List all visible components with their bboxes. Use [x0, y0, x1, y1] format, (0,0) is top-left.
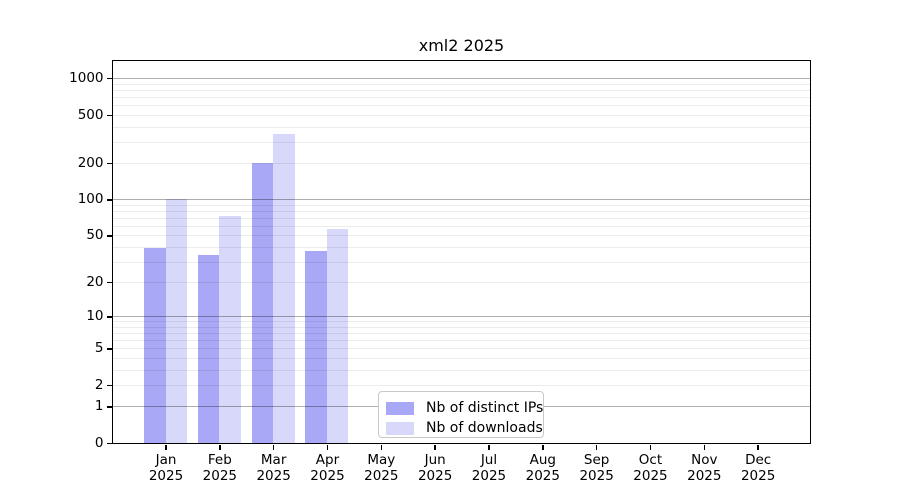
y-tick — [107, 199, 112, 201]
legend-swatch-distinct-ips — [386, 401, 414, 415]
y-gridline-minor — [113, 235, 810, 237]
x-tick-label: May 2025 — [364, 451, 399, 485]
y-gridline-minor — [113, 141, 810, 143]
y-tick — [107, 348, 112, 350]
y-tick — [107, 316, 112, 318]
y-gridline-minor — [113, 369, 810, 371]
bar-downloads — [273, 133, 295, 443]
legend-label-downloads: Nb of downloads — [426, 420, 543, 436]
y-tick-label: 100 — [77, 191, 104, 208]
bar-distinct-ips — [197, 255, 220, 443]
x-tick — [326, 445, 329, 450]
y-gridline-minor — [113, 90, 810, 92]
y-tick-label: 1 — [94, 398, 104, 415]
x-tick — [595, 445, 598, 450]
plot-area — [112, 59, 811, 444]
y-gridline-minor — [113, 114, 810, 116]
chart-title: xml2 2025 — [418, 36, 505, 55]
y-gridline-minor — [113, 204, 810, 206]
y-tick — [107, 162, 112, 165]
y-gridline-minor — [113, 333, 810, 335]
x-tick-label: Mar 2025 — [256, 451, 291, 485]
y-gridline-minor — [113, 225, 810, 227]
x-tick-label: Oct 2025 — [633, 451, 668, 485]
y-tick-label: 10 — [86, 308, 104, 325]
x-tick — [272, 445, 275, 450]
legend: Nb of distinct IPs Nb of downloads — [378, 391, 544, 438]
x-tick-label: Sep 2025 — [579, 451, 614, 485]
y-tick-label: 1000 — [69, 70, 104, 87]
y-gridline-minor — [113, 217, 810, 219]
y-gridline-minor — [113, 340, 810, 342]
y-gridline-minor — [113, 105, 810, 107]
bar-distinct-ips — [144, 248, 166, 443]
legend-label-distinct-ips: Nb of distinct IPs — [426, 400, 544, 416]
y-gridline-minor — [113, 358, 810, 360]
x-tick-label: Jan 2025 — [148, 451, 184, 485]
y-tick — [107, 235, 112, 237]
x-tick-label: Jul 2025 — [471, 451, 507, 485]
y-tick-label: 0 — [94, 435, 104, 451]
y-tick-label: 50 — [86, 227, 104, 244]
x-tick — [488, 445, 490, 450]
x-tick — [165, 445, 167, 450]
y-tick-label: 500 — [77, 106, 104, 123]
y-tick — [107, 442, 112, 445]
x-tick-label: Nov 2025 — [687, 451, 722, 485]
x-tick-label: Dec 2025 — [740, 451, 776, 485]
y-tick-label: 200 — [77, 155, 104, 171]
x-tick-label: Aug 2025 — [525, 451, 560, 485]
y-gridline-minor — [113, 384, 810, 386]
x-tick — [542, 445, 544, 450]
bar-downloads — [165, 199, 187, 443]
x-tick-label: Jun 2025 — [417, 451, 453, 485]
x-tick — [757, 445, 759, 450]
y-gridline-minor — [113, 348, 810, 350]
y-gridline-minor — [113, 97, 810, 99]
y-tick-label: 20 — [86, 274, 104, 291]
x-tick — [649, 445, 652, 450]
legend-item-distinct-ips: Nb of distinct IPs — [386, 398, 543, 418]
x-tick-label: Feb 2025 — [202, 451, 237, 485]
legend-item-downloads: Nb of downloads — [386, 418, 543, 438]
y-gridline-minor — [113, 210, 810, 212]
y-tick — [107, 78, 112, 80]
y-gridline-minor — [113, 163, 810, 164]
legend-swatch-downloads — [386, 421, 414, 435]
y-gridline-minor — [113, 326, 810, 328]
x-tick — [434, 445, 436, 450]
x-tick — [703, 445, 705, 450]
y-gridline-major — [113, 199, 810, 201]
y-gridline-major — [113, 78, 810, 80]
y-tick-label: 5 — [94, 340, 104, 357]
x-tick-label: Apr 2025 — [310, 451, 345, 485]
y-gridline-major — [113, 316, 810, 318]
y-tick — [107, 406, 112, 408]
bar-downloads — [219, 216, 241, 443]
x-tick — [219, 445, 221, 450]
x-tick — [380, 445, 382, 450]
y-gridline-minor — [113, 246, 810, 248]
y-tick — [107, 384, 112, 387]
y-gridline-minor — [113, 282, 810, 284]
y-tick — [107, 282, 112, 284]
y-tick-label: 2 — [94, 376, 104, 393]
y-gridline-minor — [113, 126, 810, 128]
y-gridline-minor — [113, 321, 810, 323]
y-tick — [107, 114, 112, 116]
y-gridline-minor — [113, 261, 810, 263]
y-gridline-minor — [113, 83, 810, 85]
bar-downloads — [326, 228, 349, 443]
bar-distinct-ips — [251, 163, 274, 443]
bar-distinct-ips — [305, 250, 327, 443]
